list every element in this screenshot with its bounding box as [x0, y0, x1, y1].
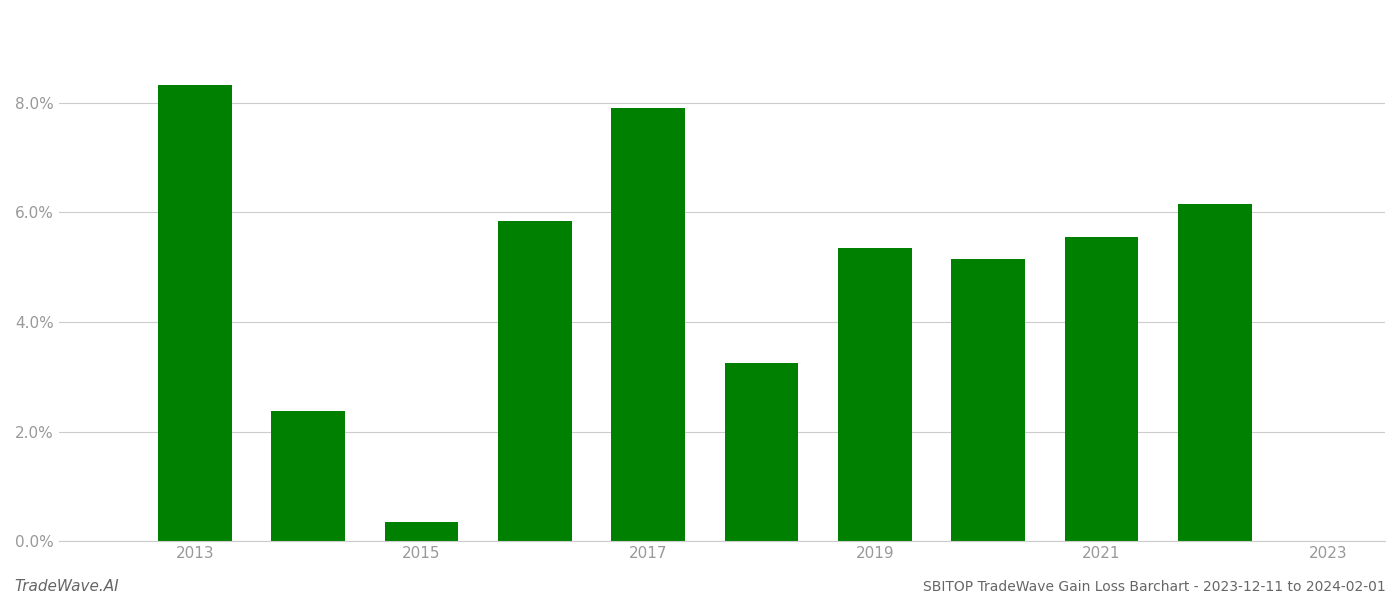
Bar [498, 221, 571, 541]
Bar [612, 108, 685, 541]
Bar [272, 411, 344, 541]
Bar [385, 522, 458, 541]
Text: SBITOP TradeWave Gain Loss Barchart - 2023-12-11 to 2024-02-01: SBITOP TradeWave Gain Loss Barchart - 20… [923, 580, 1386, 594]
Bar [158, 85, 231, 541]
Bar [839, 248, 911, 541]
Bar [952, 259, 1025, 541]
Bar [1065, 237, 1138, 541]
Bar [1179, 204, 1252, 541]
Text: TradeWave.AI: TradeWave.AI [14, 579, 119, 594]
Bar [725, 363, 798, 541]
